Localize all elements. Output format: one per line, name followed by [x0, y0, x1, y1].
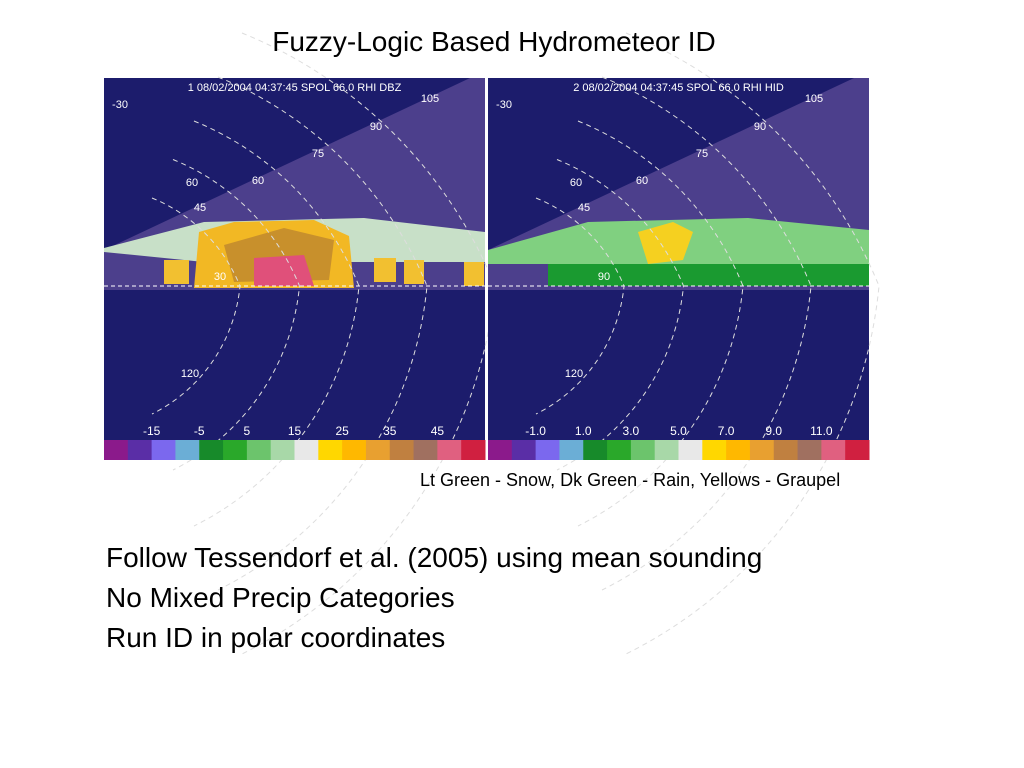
colorbar-swatch: [127, 440, 153, 460]
colorbar-swatch: [535, 440, 560, 460]
range-label: 120: [181, 368, 199, 380]
range-label: 60: [252, 175, 264, 187]
range-label: 90: [598, 271, 610, 283]
colorbar-swatch: [488, 440, 513, 460]
range-label: 60: [570, 177, 582, 189]
colorbar-label: 1.0: [575, 424, 592, 438]
colorbar-swatch: [246, 440, 272, 460]
range-label: 45: [194, 202, 206, 214]
range-ring: [535, 197, 625, 415]
colorbar-label: 9.0: [765, 424, 782, 438]
colorbar-label: 7.0: [718, 424, 735, 438]
range-ring: [217, 76, 428, 591]
colorbar-swatch: [294, 440, 319, 460]
colorbar-swatch: [630, 440, 656, 460]
colorbar-label: 15: [288, 424, 302, 438]
colorbar-swatch: [702, 440, 727, 460]
colorbar-swatch: [413, 440, 438, 460]
range-label: 105: [421, 93, 439, 105]
bullet: Follow Tessendorf et al. (2005) using me…: [106, 542, 763, 573]
range-label: 45: [578, 202, 590, 214]
colorbar-swatch: [749, 440, 775, 460]
colorbar-swatch: [389, 440, 415, 460]
colorbar-swatch: [104, 440, 129, 460]
colorbar-swatch: [773, 440, 799, 460]
colorbar-label: 45: [431, 424, 445, 438]
echo: [548, 264, 869, 286]
colorbar-label: -5: [194, 424, 205, 438]
range-ring: [601, 76, 812, 591]
echo: [638, 222, 693, 264]
range-label: 105: [805, 93, 823, 105]
range-ring: [172, 159, 301, 471]
echo: [254, 255, 314, 286]
panel-header: 2 08/02/2004 04:37:45 SPOL 66.0 RHI HID: [573, 82, 784, 94]
range-label: -30: [496, 99, 512, 111]
radar-panel: 1 08/02/2004 04:37:45 SPOL 66.0 RHI DBZ -…: [104, 32, 496, 655]
colorbar-swatch: [726, 440, 751, 460]
range-label: 60: [186, 177, 198, 189]
colorbar-swatch: [583, 440, 608, 460]
colorbar-label: 11.0: [810, 424, 833, 438]
colorbar-label: 25: [335, 424, 349, 438]
range-label: 30: [214, 271, 226, 283]
echo: [464, 262, 484, 286]
panel-header: 1 08/02/2004 04:37:45 SPOL 66.0 RHI DBZ: [188, 82, 402, 94]
colorbar-swatch: [223, 440, 248, 460]
colorbar-label: 3.0: [623, 424, 640, 438]
range-label: 90: [370, 121, 382, 133]
slide-title: Fuzzy-Logic Based Hydrometeor ID: [272, 26, 716, 57]
colorbar-swatch: [845, 440, 870, 460]
range-ring: [151, 197, 241, 415]
colorbar-swatch: [151, 440, 176, 460]
colorbar-swatch: [678, 440, 703, 460]
range-label: 120: [565, 368, 583, 380]
radar-panel: 2 08/02/2004 04:37:45 SPOL 66.0 RHI HID -…: [488, 32, 880, 655]
range-ring: [556, 159, 685, 471]
colorbar-swatch: [821, 440, 846, 460]
echo: [164, 260, 189, 284]
colorbar-label: 5.0: [670, 424, 687, 438]
colorbar-swatch: [199, 440, 224, 460]
colorbar-swatch: [797, 440, 822, 460]
bullet-list: Follow Tessendorf et al. (2005) using me…: [106, 538, 762, 658]
range-label: 60: [636, 175, 648, 187]
echo: [404, 260, 424, 284]
range-label: 75: [312, 148, 324, 160]
colorbar-swatch: [437, 440, 462, 460]
bullet: Run ID in polar coordinates: [106, 622, 446, 653]
echo: [374, 258, 396, 282]
colorbar-label: 5: [244, 424, 251, 438]
caption: Lt Green - Snow, Dk Green - Rain, Yellow…: [420, 470, 841, 490]
colorbar-label: -1.0: [525, 424, 546, 438]
colorbar-label: 35: [383, 424, 397, 438]
colorbar-swatch: [559, 440, 584, 460]
colorbar-swatch: [270, 440, 295, 460]
colorbar-swatch: [365, 440, 391, 460]
bullet: No Mixed Precip Categories: [106, 582, 455, 613]
colorbar-swatch: [511, 440, 537, 460]
colorbar-swatch: [318, 440, 343, 460]
colorbar-swatch: [461, 440, 486, 460]
colorbar-swatch: [175, 440, 200, 460]
colorbar-label: -15: [143, 424, 161, 438]
colorbar-swatch: [654, 440, 679, 460]
range-label: 75: [696, 148, 708, 160]
colorbar-swatch: [607, 440, 632, 460]
range-label: 90: [754, 121, 766, 133]
colorbar-swatch: [342, 440, 367, 460]
range-label: -30: [112, 99, 128, 111]
